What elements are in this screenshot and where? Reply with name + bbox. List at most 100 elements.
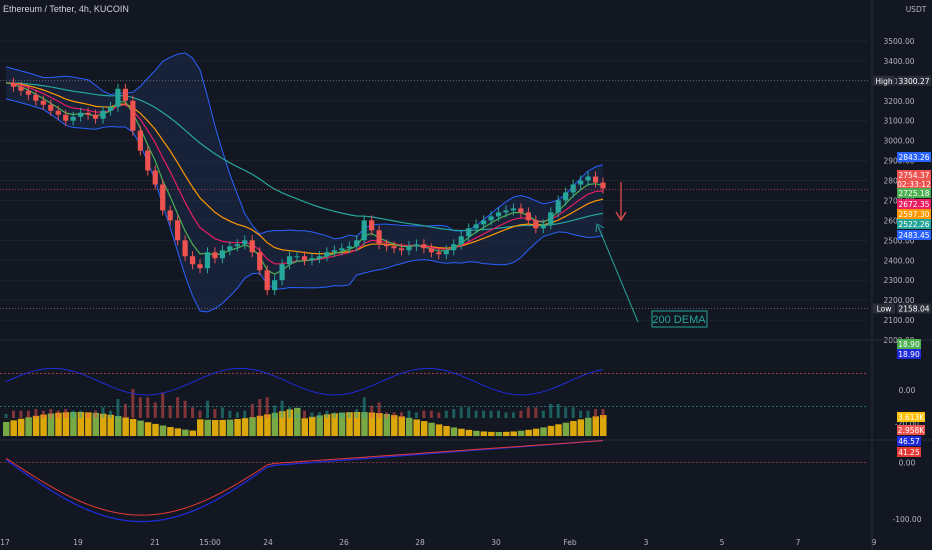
candle-body — [301, 256, 308, 261]
histogram-bar — [385, 412, 389, 418]
mfi-bar — [85, 412, 92, 436]
mfi-bar — [159, 425, 167, 436]
histogram-bar — [429, 410, 433, 418]
histogram-bar — [347, 412, 351, 418]
candle-body — [548, 212, 554, 225]
histogram-bar — [168, 405, 172, 418]
mfi-bar — [547, 425, 555, 436]
mfi-bar — [555, 424, 562, 436]
x-tick-label: 5 — [720, 538, 725, 547]
histogram-bar — [422, 410, 426, 418]
histogram-bar — [101, 407, 105, 418]
histogram-bar — [161, 392, 165, 418]
histogram-bar — [549, 404, 553, 418]
candle-body — [18, 86, 24, 91]
x-tick-label: 17 — [0, 538, 10, 547]
candle-body — [204, 252, 211, 269]
mfi-bar — [577, 419, 585, 436]
histogram-bar — [407, 410, 411, 418]
histogram-bar — [71, 410, 75, 418]
histogram-bar — [153, 402, 157, 418]
histogram-bar — [191, 407, 195, 418]
mfi-bar — [331, 413, 338, 436]
mfi-bar — [517, 430, 525, 436]
y-tick-label: 3000.00 — [883, 137, 914, 146]
candle-body — [279, 264, 285, 281]
candle-body — [578, 180, 584, 185]
osc-value-badge — [897, 339, 921, 349]
histogram-bar — [362, 397, 366, 418]
histogram-bar — [146, 397, 150, 418]
annotation-arrow-head — [595, 223, 605, 233]
candle-body — [540, 224, 546, 229]
mfi-bar — [10, 420, 17, 436]
price-label-badge — [897, 219, 931, 229]
bollinger-upper-line — [5, 52, 604, 240]
candle-body — [48, 104, 54, 111]
mfi-bar — [100, 413, 107, 436]
candle-body — [525, 212, 531, 221]
candle-body — [369, 220, 375, 231]
mfi-bar — [488, 431, 495, 436]
candle-body — [115, 88, 121, 107]
histogram-bar — [41, 410, 45, 418]
chart-title: Ethereum / Tether, 4h, KUCOIN — [3, 4, 129, 14]
mfi-bar — [264, 414, 271, 436]
mfi-bar — [25, 417, 32, 436]
x-tick-label: 9 — [872, 538, 877, 547]
osc-value-badge — [897, 349, 921, 359]
histogram-bar — [26, 410, 30, 418]
mfi-bar — [152, 423, 159, 436]
x-tick-label: 26 — [339, 538, 349, 547]
candle-body — [518, 208, 524, 213]
histogram-bar — [601, 409, 605, 418]
price-label: 2483.45 — [898, 231, 929, 240]
mfi-bar — [450, 427, 458, 436]
candle-body — [227, 246, 233, 251]
histogram-bar — [467, 407, 471, 418]
mfi-bar — [323, 414, 331, 436]
histogram-bar — [228, 410, 232, 418]
y-tick-label: 3400.00 — [883, 57, 914, 66]
mfi-bar — [182, 429, 189, 436]
candle-body — [451, 244, 457, 251]
histogram-bar — [205, 400, 209, 418]
candle-body — [585, 176, 591, 181]
candle-body — [33, 94, 39, 101]
histogram-bar — [355, 409, 359, 418]
histogram-bar — [280, 400, 284, 418]
candle-body — [376, 230, 382, 245]
histogram-bar — [571, 407, 575, 418]
histogram-bar — [116, 399, 120, 418]
candle-body — [428, 248, 434, 253]
mfi-bar — [465, 429, 473, 436]
candle-body — [406, 246, 412, 251]
histogram-bar — [444, 410, 448, 418]
candle-body — [331, 250, 337, 253]
x-tick-label: 21 — [150, 538, 160, 547]
histogram-bar — [108, 410, 112, 418]
mfi-bar — [405, 417, 413, 436]
histogram-bar — [310, 412, 314, 418]
candle-body — [70, 116, 76, 121]
candle-body — [189, 256, 196, 265]
histogram-bar — [288, 407, 292, 418]
y-tick-label: 2200.00 — [883, 296, 914, 305]
histogram-bar — [303, 410, 306, 418]
mfi-bar — [249, 417, 256, 436]
x-tick-label: Feb — [563, 538, 577, 547]
candle-body — [92, 114, 99, 119]
mfi-bar — [256, 415, 264, 436]
histogram-bar — [452, 409, 456, 418]
price-label: 2725.18 — [898, 189, 929, 198]
histogram-bar — [250, 404, 254, 418]
mfi-bar — [40, 414, 47, 436]
candle-body — [592, 176, 599, 183]
price-label: 2522.26 — [898, 220, 929, 229]
mfi-bar — [592, 416, 600, 436]
mfi-bar — [376, 413, 383, 436]
price-label: 2754.37 — [898, 171, 929, 180]
candle-body — [167, 210, 173, 221]
mfi-bar — [92, 412, 100, 436]
